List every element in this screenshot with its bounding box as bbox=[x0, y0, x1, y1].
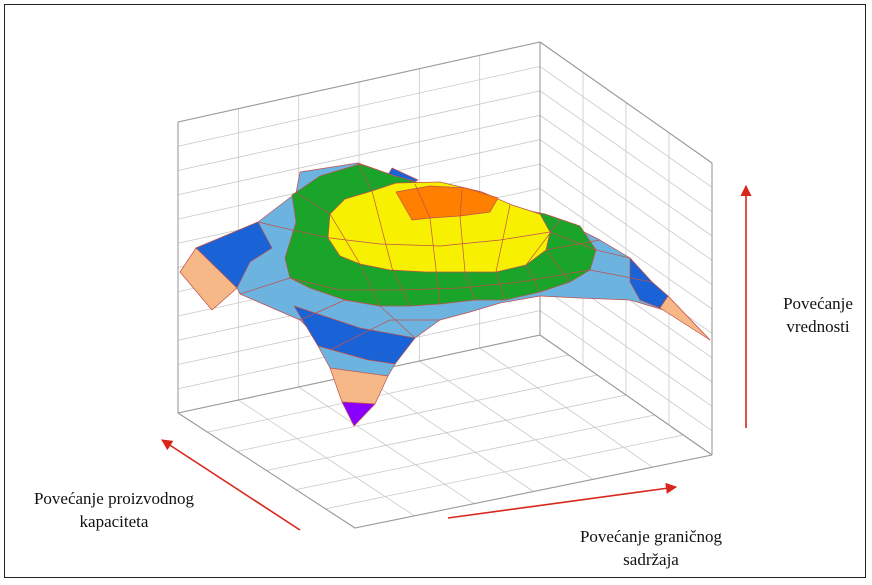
mesh-line bbox=[299, 299, 416, 339]
mesh-line bbox=[329, 319, 440, 351]
grid-line bbox=[266, 394, 627, 471]
surface-band-peach-right bbox=[659, 295, 711, 341]
box-edge bbox=[354, 454, 713, 529]
box-edge bbox=[539, 41, 713, 164]
x-axis-arrow bbox=[161, 439, 301, 531]
surface-band-purple-front bbox=[341, 401, 376, 427]
grid-line bbox=[236, 374, 598, 452]
mesh-line bbox=[295, 192, 381, 307]
mesh-line bbox=[357, 162, 411, 307]
surface-band-peach-left bbox=[179, 247, 238, 311]
surface-mesh bbox=[179, 162, 711, 427]
y-axis-arrow bbox=[447, 482, 678, 519]
mesh-line bbox=[239, 269, 653, 295]
y-axis-label: Povećanje graničnog sadržaja bbox=[579, 527, 723, 569]
x-axis-label: Povećanje proizvodnog kapaciteta bbox=[33, 489, 195, 531]
mesh-line bbox=[525, 219, 561, 293]
mesh-line bbox=[545, 239, 601, 283]
box-edge bbox=[177, 412, 356, 529]
mesh-line bbox=[257, 221, 631, 259]
box-edge bbox=[539, 334, 713, 456]
axis-arrows bbox=[161, 184, 752, 531]
mesh-line bbox=[495, 204, 511, 301]
grid-line bbox=[295, 414, 655, 491]
grid-line bbox=[207, 354, 569, 433]
mesh-line bbox=[414, 183, 441, 305]
grid-line bbox=[325, 434, 684, 510]
surface-band-orange bbox=[395, 185, 499, 221]
z-axis-label: Povećanje vrednosti bbox=[783, 294, 853, 336]
box-edge bbox=[177, 41, 541, 123]
